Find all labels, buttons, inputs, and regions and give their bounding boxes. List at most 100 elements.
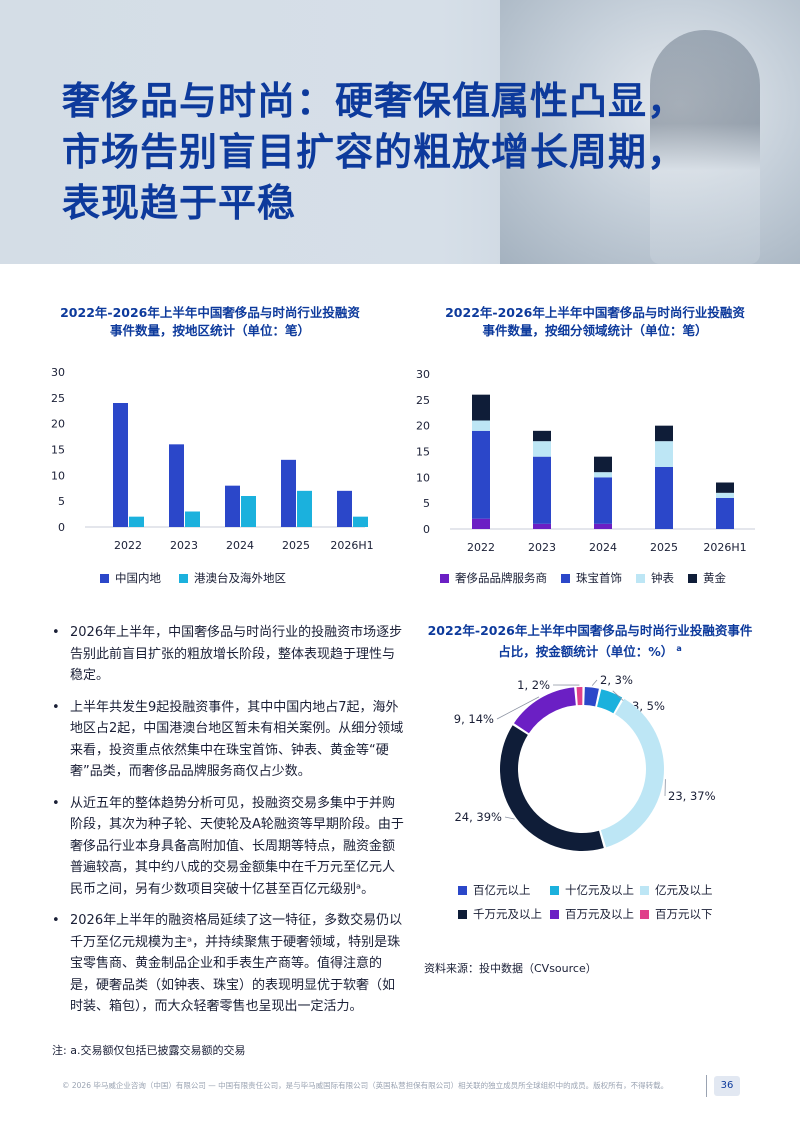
legend-item-mainland: 中国内地 <box>100 570 161 586</box>
footnote: 注: a.交易额仅包括已披露交易额的交易 <box>52 1044 246 1057</box>
bullet-item: • 上半年共发生9起投融资事件，其中中国内地占7起，海外地区占2起，中国港澳台地… <box>52 697 407 783</box>
page-title-line1: 奢侈品与时尚：硬奢保值属性凸显， <box>62 79 687 123</box>
x-tick-label: 2026H1 <box>330 539 373 552</box>
slice-label: 24, 39% <box>454 810 502 824</box>
bar-watch <box>716 492 734 498</box>
legend-swatch <box>688 573 697 583</box>
bar-jewelry <box>594 477 612 524</box>
bar-jewelry <box>472 430 490 519</box>
slice-bai-yi <box>584 687 599 707</box>
legend-label: 百万元及以上 <box>565 907 634 921</box>
chart1-legend: 中国内地 港澳台及海外地区 <box>100 570 304 586</box>
y-tick-label: 15 <box>416 446 430 459</box>
chart3-title-sup: a <box>676 644 682 653</box>
bar-gold <box>533 430 551 442</box>
x-tick-label: 2024 <box>226 539 254 552</box>
chart3-title-line1: 2022年-2026年上半年中国奢侈品与时尚行业投融资事件 <box>427 623 753 638</box>
x-tick-label: 2024 <box>589 541 617 554</box>
bar-overseas <box>185 511 200 527</box>
chart2-title: 2022年-2026年上半年中国奢侈品与时尚行业投融资 事件数量，按细分领域统计… <box>425 304 765 340</box>
bar-jewelry <box>716 498 734 529</box>
hero-person-image <box>650 30 760 264</box>
bar-overseas <box>129 516 144 527</box>
bullet-text: 从近五年的整体趋势分析可见，投融资交易多集中于并购阶段，其次为种子轮、天使轮及A… <box>70 795 404 897</box>
legend-item-overseas: 港澳台及海外地区 <box>179 570 286 586</box>
y-tick-label: 10 <box>416 471 430 484</box>
legend-label: 中国内地 <box>115 571 161 585</box>
legend-item-jewelry: 珠宝首饰 <box>561 570 622 586</box>
legend-label: 百亿元以上 <box>473 883 531 897</box>
chart1-title-line2: 事件数量，按地区统计（单位：笔） <box>109 323 310 338</box>
bar-mainland <box>225 485 240 527</box>
slice-label: 23, 37% <box>668 789 716 803</box>
x-tick-label: 2023 <box>170 539 198 552</box>
bar-luxury-service <box>594 523 612 529</box>
legend-item-shi-yi: 十亿元及以上 <box>550 882 640 898</box>
legend-label: 十亿元及以上 <box>565 883 634 897</box>
y-tick-label: 15 <box>51 444 65 457</box>
legend-swatch <box>636 573 645 583</box>
legend-item-bai-yi: 百亿元以上 <box>458 882 550 898</box>
legend-swatch <box>458 909 467 919</box>
bullet-list: • 2026年上半年，中国奢侈品与时尚行业的投融资市场逐步告别此前盲目扩张的粗放… <box>52 622 407 1028</box>
x-tick-label: 2025 <box>282 539 310 552</box>
bar-gold <box>655 425 673 442</box>
slice-shi-yi <box>597 689 623 714</box>
chart3-donut: 2, 3% 3, 5% 23, 37% 24, 39% 9, 14% 1, 2% <box>454 673 716 851</box>
slice-bai-wan-minus <box>576 687 583 706</box>
legend-item-yi: 亿元及以上 <box>640 882 740 898</box>
legend-item-qian-wan: 千万元及以上 <box>458 906 550 922</box>
page-title-line2: 市场告别盲目扩容的粗放增长周期， <box>62 130 687 174</box>
legend-swatch <box>179 573 188 583</box>
bullet-item: • 从近五年的整体趋势分析可见，投融资交易多集中于并购阶段，其次为种子轮、天使轮… <box>52 793 407 901</box>
legend-label: 黄金 <box>703 571 726 585</box>
legend-item-bai-wan-minus: 百万元以下 <box>640 906 740 922</box>
bar-gold <box>472 394 490 421</box>
y-tick-label: 0 <box>58 521 65 534</box>
bar-watch <box>533 441 551 457</box>
slice-label: 9, 14% <box>454 712 494 726</box>
slice-label: 1, 2% <box>517 678 550 692</box>
legend-item-luxury-service: 奢侈品品牌服务商 <box>440 570 547 586</box>
x-tick-label: 2025 <box>650 541 678 554</box>
y-tick-label: 5 <box>58 495 65 508</box>
hero-photo <box>500 0 800 264</box>
y-tick-label: 30 <box>416 368 430 381</box>
y-tick-label: 0 <box>423 523 430 536</box>
bar-mainland <box>337 490 352 527</box>
legend-label: 珠宝首饰 <box>576 571 622 585</box>
slice-qian-wan <box>500 725 604 851</box>
bullet-item: • 2026年上半年，中国奢侈品与时尚行业的投融资市场逐步告别此前盲目扩张的粗放… <box>52 622 407 687</box>
bullet-symbol: • <box>52 913 60 928</box>
legend-item-bai-wan-plus: 百万元及以上 <box>550 906 640 922</box>
bullet-text: 2026年上半年的融资格局延续了这一特征，多数交易仍以千万至亿元规模为主ᵃ，并持… <box>70 913 403 1014</box>
slice-label: 2, 3% <box>600 673 633 687</box>
bar-overseas <box>241 496 256 527</box>
legend-item-watch: 钟表 <box>636 570 674 586</box>
legend-label: 港澳台及海外地区 <box>194 571 286 585</box>
bullet-text: 上半年共发生9起投融资事件，其中中国内地占7起，海外地区占2起，中国港澳台地区暂… <box>70 699 404 780</box>
data-source: 资料来源：投中数据（CVsource） <box>424 962 597 975</box>
page-title-line3: 表现趋于平稳 <box>62 181 297 225</box>
y-tick-label: 20 <box>416 420 430 433</box>
y-tick-label: 20 <box>51 418 65 431</box>
chart3-title-line2-text: 占比，按金额统计（单位：%） <box>498 644 674 660</box>
bar-watch <box>472 420 490 431</box>
y-tick-label: 25 <box>51 392 65 405</box>
legend-swatch <box>458 885 467 895</box>
legend-swatch <box>640 885 649 895</box>
chart1-title-line1: 2022年-2026年上半年中国奢侈品与时尚行业投融资 <box>60 305 360 320</box>
slice-bai-wan-plus <box>513 687 576 734</box>
chart3-legend: 百亿元以上 十亿元及以上 亿元及以上 千万元及以上 百万元及以上 百万元以下 <box>458 882 768 922</box>
legend-label: 钟表 <box>651 571 674 585</box>
bar-watch <box>655 441 673 467</box>
legend-item-gold: 黄金 <box>688 570 726 586</box>
legend-swatch <box>640 909 649 919</box>
copyright-footer: © 2026 毕马威企业咨询（中国）有限公司 — 中国有限责任公司，是与毕马威国… <box>62 1081 669 1090</box>
legend-swatch <box>561 573 570 583</box>
bar-gold <box>716 482 734 493</box>
leader-line <box>504 816 515 820</box>
x-tick-label: 2022 <box>114 539 142 552</box>
y-tick-label: 5 <box>423 497 430 510</box>
